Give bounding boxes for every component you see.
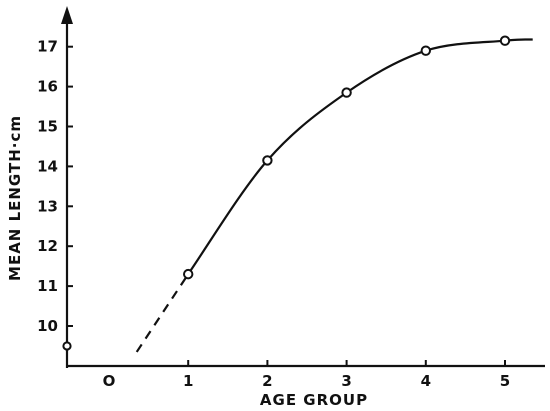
data-point (183, 268, 194, 280)
x-tick-label: 1 (183, 372, 193, 390)
y-tick-label: 14 (37, 157, 58, 175)
y-tick-label: 13 (37, 197, 58, 215)
x-tick-label: O (103, 372, 116, 390)
y-axis-title: MEAN LENGTH·cm (6, 115, 24, 281)
y-axis-arrowhead (61, 6, 73, 24)
y-tick-label: 15 (37, 118, 58, 136)
data-point (262, 155, 273, 166)
growth-curve (187, 38, 533, 275)
plot-area (62, 35, 533, 353)
x-axis-title: AGE GROUP (260, 391, 368, 409)
y-axis-marker (62, 341, 72, 351)
y-tick-label: 17 (37, 38, 58, 56)
y-ticks: 10 11 12 13 14 15 16 17 (37, 38, 73, 335)
x-tick-label: 3 (341, 372, 351, 390)
x-tick-label: 2 (262, 372, 272, 390)
x-tick-label: 5 (500, 372, 510, 390)
data-point (420, 45, 431, 56)
y-tick-label: 10 (37, 317, 58, 335)
axes (61, 6, 545, 368)
data-point (499, 35, 511, 46)
extrapolation-line (135, 273, 190, 353)
data-point (341, 87, 352, 98)
x-tick-label: 4 (421, 372, 431, 390)
y-tick-label: 11 (37, 277, 58, 295)
x-ticks: O 1 2 3 4 5 (103, 360, 510, 390)
y-tick-label: 12 (37, 237, 58, 255)
y-tick-label: 16 (37, 78, 58, 96)
